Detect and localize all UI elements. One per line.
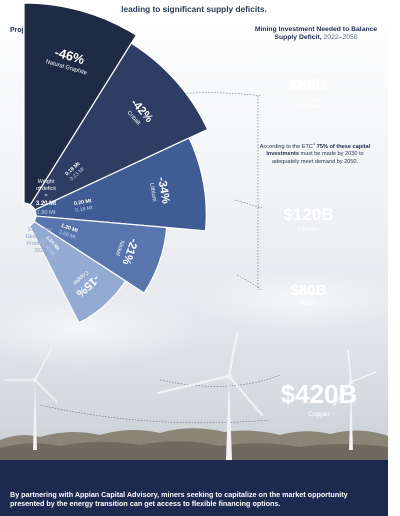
leader-line bbox=[159, 374, 281, 387]
pie-slice-copper bbox=[28, 220, 127, 324]
annotation-weight-line: = bbox=[44, 193, 47, 199]
cloud bbox=[190, 270, 388, 330]
footer-banner: By partnering with Appian Capital Adviso… bbox=[0, 460, 388, 516]
investment-bubble-lithium: $120B Lithium bbox=[275, 185, 342, 252]
investment-label: Cobalt and Graphite bbox=[292, 95, 324, 110]
annotation-production-line: Global Mine bbox=[26, 234, 54, 240]
investment-amount: $80B bbox=[290, 282, 327, 299]
intro-line-2: leading to significant supply deficits. bbox=[121, 4, 267, 14]
annotation-production-line: Estimated bbox=[28, 227, 52, 233]
investment-bubble-cobalt-graphite: $85B Cobalt and Graphite bbox=[279, 64, 337, 122]
pie-slice-lithium bbox=[34, 137, 207, 232]
investment-bubble-copper: $420B Copper bbox=[259, 338, 379, 458]
etc-note: According to the ETC1 75% of these capit… bbox=[256, 140, 374, 166]
leader-line bbox=[236, 274, 263, 291]
etc-note-bold: 75% of these capital investments bbox=[266, 143, 371, 158]
footer-text: By partnering with Appian Capital Adviso… bbox=[10, 490, 348, 508]
pie-deficit-lithium: 0.20 Mt bbox=[74, 198, 93, 207]
etc-note-post: must be made by 2030 to adequately meet … bbox=[271, 151, 364, 165]
investment-label: Nickel bbox=[299, 300, 318, 307]
investment-header: Mining Investment Needed to Balance Supp… bbox=[250, 26, 382, 42]
infographic: leading to significant supply deficits. … bbox=[0, 0, 388, 516]
investment-amount: $85B bbox=[288, 76, 328, 94]
annotation-production-line: Production, bbox=[27, 241, 54, 247]
annotation-weight-line: of deficit bbox=[36, 186, 56, 192]
etc-note-footnote: 1 bbox=[312, 141, 316, 146]
investment-label: Copper bbox=[308, 410, 330, 418]
investment-label: Lithium bbox=[298, 225, 319, 233]
etc-note-pre: According to the ETC bbox=[259, 143, 313, 150]
investment-header-years: 2022–2050 bbox=[323, 34, 358, 41]
pie-production-lithium: 0.18 Mt bbox=[75, 205, 94, 214]
wind-turbine bbox=[333, 349, 377, 450]
pie-slice-cobalt bbox=[29, 42, 209, 211]
annotation-weight-value: 3.20 Mt bbox=[36, 201, 56, 207]
pie-slice-natural-graphite bbox=[23, 2, 138, 206]
pie-pct-lithium: -34% bbox=[155, 176, 171, 205]
investment-amount: $120B bbox=[283, 204, 334, 224]
wind-turbine bbox=[156, 332, 264, 460]
investment-bubble-nickel: $80B Nickel bbox=[281, 267, 336, 322]
pie-label-lithium: Lithium bbox=[148, 183, 157, 203]
annotation-production-value: 1.80 Mt bbox=[37, 210, 56, 216]
pie-slice-nickel bbox=[33, 215, 168, 294]
leader-line bbox=[39, 404, 271, 424]
annotation-weight-line: Weight bbox=[38, 179, 55, 185]
pie-label-nickel: Nickel bbox=[114, 239, 125, 256]
investment-header-bold: Supply Deficit, bbox=[274, 34, 322, 41]
wind-turbine bbox=[4, 347, 58, 450]
mountains-near bbox=[0, 441, 388, 460]
cloud bbox=[0, 290, 200, 370]
pie-production-nickel: 3.60 Mt bbox=[58, 229, 77, 240]
pie-deficit-nickel: 1.20 Mt bbox=[60, 223, 79, 234]
investment-header-line-1: Mining Investment Needed to Balance bbox=[254, 26, 378, 33]
investment-amount: $420B bbox=[280, 378, 358, 409]
annotation-production-line: 2023 bbox=[34, 248, 46, 254]
